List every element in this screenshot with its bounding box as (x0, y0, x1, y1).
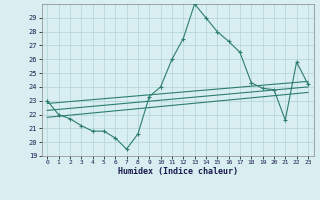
X-axis label: Humidex (Indice chaleur): Humidex (Indice chaleur) (118, 167, 237, 176)
